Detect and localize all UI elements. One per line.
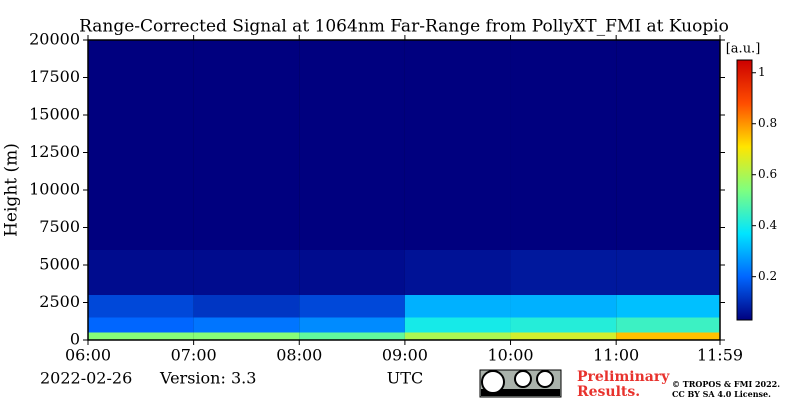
heatmap-cell [510, 332, 617, 340]
x-tick-label: 06:00 [65, 346, 111, 365]
colorbar-label: [a.u.] [726, 42, 761, 57]
date-label: 2022-02-26 [40, 369, 132, 388]
heatmap-cell [193, 317, 300, 333]
heatmap-cell [404, 295, 511, 318]
x-tick-label: 07:00 [171, 346, 217, 365]
heatmap-cell [616, 295, 720, 318]
heatmap-cell [404, 250, 511, 295]
y-tick-label: 7500 [39, 217, 80, 236]
heatmap-cell [510, 40, 617, 250]
x-tick-label: 11:59 [697, 346, 743, 365]
y-axis-label: Height (m) [2, 143, 22, 237]
x-tick-label: 10:00 [487, 346, 533, 365]
heatmap-cell [299, 317, 405, 333]
x-tick-label: 11:00 [593, 346, 639, 365]
x-axis-label: UTC [387, 369, 423, 388]
heatmap-cell [510, 317, 617, 333]
heatmap-cell [404, 317, 511, 333]
heatmap-cell [616, 332, 720, 340]
colorbar-tick-label: 0.2 [758, 269, 777, 283]
y-tick-label: 15000 [29, 105, 80, 124]
y-tick-label: 20000 [29, 30, 80, 49]
colorbar-tick-label: 0.8 [758, 116, 777, 130]
heatmap-cell [88, 295, 194, 318]
x-tick-label: 09:00 [382, 346, 428, 365]
heatmap-cell [299, 332, 405, 340]
heatmap-cell [510, 295, 617, 318]
cc-logo [479, 369, 562, 398]
y-tick-label: 17500 [29, 67, 80, 86]
y-tick-label: 0 [70, 330, 80, 349]
heatmap-cell [193, 332, 300, 340]
heatmap-cell [193, 295, 300, 318]
license: CC BY SA 4.0 License. [672, 389, 771, 399]
heatmap-cell [88, 250, 194, 295]
colorbar-tick-label: 0.4 [758, 218, 777, 232]
notice: Results. [577, 384, 640, 400]
heatmap-cell [299, 40, 405, 250]
heatmap-cell [616, 40, 720, 250]
colorbar-tick-label: 1 [758, 65, 766, 79]
heatmap-cell [510, 250, 617, 295]
version-label: Version: 3.3 [159, 369, 256, 388]
y-tick-label: 10000 [29, 180, 80, 199]
y-tick-label: 2500 [39, 292, 80, 311]
colorbar [736, 59, 753, 321]
heatmap-cell [193, 250, 300, 295]
notice: Preliminary [577, 369, 670, 385]
heatmap-cell [88, 40, 194, 250]
heatmap-cell [299, 250, 405, 295]
chart-title: Range-Corrected Signal at 1064nm Far-Ran… [79, 17, 729, 37]
heatmap-cell [193, 40, 300, 250]
heatmap-cell [616, 250, 720, 295]
heatmap-cell [88, 317, 194, 333]
license: © TROPOS & FMI 2022. [672, 379, 780, 389]
y-tick-label: 5000 [39, 255, 80, 274]
y-tick-label: 12500 [29, 142, 80, 161]
colorbar-tick-label: 0.6 [758, 167, 777, 181]
heatmap-cell [404, 40, 511, 250]
x-tick-label: 08:00 [276, 346, 322, 365]
heatmap-cell [616, 317, 720, 333]
heatmap-cell [299, 295, 405, 318]
heatmap-cell [404, 332, 511, 340]
heatmap-cell [88, 332, 194, 340]
